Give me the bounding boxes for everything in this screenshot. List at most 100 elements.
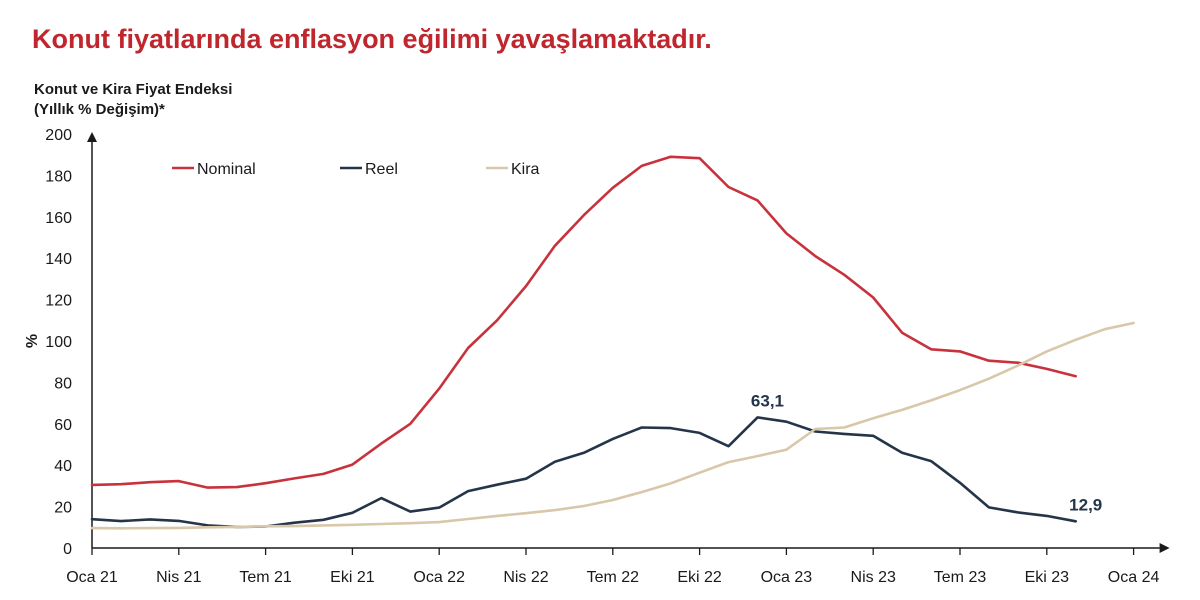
data-point <box>843 433 846 435</box>
data-point <box>727 186 730 188</box>
data-point <box>525 285 527 287</box>
data-point <box>785 448 788 451</box>
y-tick-label: 40 <box>54 458 72 475</box>
x-tick-label: Oca 23 <box>761 569 813 586</box>
x-tick-label: Nis 23 <box>851 569 896 586</box>
data-point <box>930 348 932 351</box>
data-point <box>988 506 990 509</box>
data-point <box>583 451 585 454</box>
data-point <box>1017 364 1019 367</box>
data-point <box>525 512 527 515</box>
series-points-nominal <box>91 155 1077 489</box>
data-label: 12,9 <box>1069 495 1102 514</box>
data-point <box>640 165 643 167</box>
data-point <box>177 527 180 529</box>
data-point <box>496 515 498 517</box>
data-point <box>120 520 122 522</box>
data-point <box>177 520 180 522</box>
data-point <box>380 523 383 525</box>
data-point <box>756 416 759 419</box>
y-axis-label: % <box>24 334 41 348</box>
data-point <box>756 199 759 202</box>
x-tick-label: Eki 22 <box>677 569 722 586</box>
data-point <box>409 510 412 513</box>
data-point <box>264 525 267 528</box>
data-point <box>1045 350 1048 353</box>
data-point <box>901 409 903 411</box>
y-tick-label: 80 <box>54 375 72 392</box>
data-point <box>640 491 643 493</box>
legend-label-nominal: Nominal <box>197 161 256 178</box>
data-point <box>120 483 122 486</box>
data-point <box>438 387 441 390</box>
series-points-reel <box>91 416 1077 528</box>
y-tick-label: 200 <box>45 127 72 144</box>
data-point <box>409 522 412 525</box>
data-point <box>554 460 556 463</box>
data-point <box>611 499 614 501</box>
x-axis-arrow <box>1159 543 1170 553</box>
data-point <box>496 319 498 322</box>
data-point <box>727 445 730 448</box>
x-tick-label: Eki 21 <box>330 569 375 586</box>
data-point <box>1132 322 1135 324</box>
data-point <box>959 350 961 353</box>
legend-label-reel: Reel <box>365 161 398 178</box>
data-point <box>91 484 93 486</box>
data-point <box>1074 375 1077 378</box>
data-labels: 63,1 12,9 <box>751 391 1102 514</box>
y-tick-label: 0 <box>63 541 72 558</box>
data-point <box>814 255 817 257</box>
chart-title-line-2: (Yıllık % Değişim)* <box>34 101 165 118</box>
data-point <box>496 483 498 486</box>
data-point <box>120 527 122 530</box>
data-point <box>206 524 209 527</box>
data-point <box>235 526 238 528</box>
data-point <box>351 511 354 514</box>
y-tick-label: 160 <box>45 210 72 227</box>
series-line-nominal <box>90 155 1077 489</box>
legend-label-kira: Kira <box>511 161 540 178</box>
data-point <box>293 477 296 480</box>
data-point <box>901 451 903 454</box>
data-point <box>959 389 961 391</box>
data-point <box>872 434 875 437</box>
y-tick-label: 60 <box>54 417 72 434</box>
data-point <box>785 232 788 235</box>
data-point <box>206 486 209 489</box>
data-point <box>322 524 325 527</box>
data-point <box>640 426 643 429</box>
y-tick-label: 120 <box>45 293 72 310</box>
x-tick-label: Tem 23 <box>934 569 987 586</box>
data-point <box>467 347 469 349</box>
data-point <box>698 157 701 160</box>
data-point <box>669 482 672 485</box>
data-point <box>149 527 151 529</box>
data-point <box>988 359 990 362</box>
data-point <box>930 399 932 402</box>
series-points-kira <box>91 322 1135 530</box>
data-point <box>293 525 296 527</box>
x-tick-label: Nis 21 <box>156 569 201 586</box>
data-point <box>554 244 556 247</box>
data-point <box>351 463 354 466</box>
x-tick-label: Nis 22 <box>503 569 548 586</box>
data-point <box>814 428 817 430</box>
data-point <box>1074 520 1077 523</box>
y-tick-label: 180 <box>45 168 72 185</box>
y-axis-arrow <box>87 132 97 142</box>
y-tick-label: 140 <box>45 251 72 268</box>
data-point <box>988 377 990 380</box>
chart-title-line-1: Konut ve Kira Fiyat Endeksi <box>34 81 233 98</box>
x-tick-label: Oca 21 <box>66 569 118 586</box>
data-point <box>1103 328 1106 331</box>
data-point <box>872 417 875 420</box>
series-lines <box>90 155 1135 530</box>
data-point <box>698 432 701 434</box>
data-point <box>727 461 730 463</box>
data-label: 63,1 <box>751 391 784 410</box>
y-tick-label: 20 <box>54 500 72 517</box>
data-point <box>872 296 875 299</box>
data-point <box>583 505 585 507</box>
data-point <box>843 273 846 276</box>
